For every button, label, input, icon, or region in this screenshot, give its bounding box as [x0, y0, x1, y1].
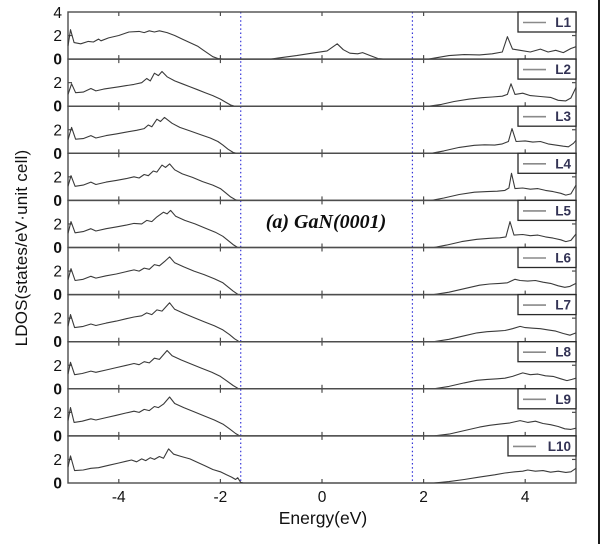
y-tick-label: 0 — [53, 428, 62, 445]
y-tick-label: 2 — [53, 264, 62, 281]
y-tick-label: 0 — [53, 334, 62, 351]
legend-label-L3: L3 — [555, 109, 571, 124]
x-tick-label: 0 — [318, 489, 327, 506]
y-tick-label: 2 — [53, 405, 62, 422]
y-tick-label: 2 — [53, 169, 62, 186]
legend-label-L5: L5 — [555, 203, 571, 218]
y-tick-label: 2 — [53, 216, 62, 233]
y-tick-label: 0 — [53, 146, 62, 163]
ldos-curve-L3 — [67, 116, 577, 154]
y-tick-label: 2 — [53, 75, 62, 92]
x-tick-label: -4 — [112, 489, 126, 506]
y-tick-label: 0 — [53, 193, 62, 210]
legend-box-L3 — [517, 105, 577, 127]
ldos-curve-L6 — [67, 256, 577, 296]
panel-frame-L8 — [67, 341, 577, 390]
legend-box-L6 — [517, 246, 577, 269]
legend-label-L1: L1 — [555, 15, 571, 30]
panel-frame-L4 — [67, 152, 577, 202]
x-tick-label: 2 — [419, 489, 428, 506]
legend-box-L9 — [517, 388, 577, 410]
page-right-border — [598, 0, 600, 544]
y-axis-label: LDOS(states/eV·unit cell) — [12, 149, 31, 347]
y-tick-label: 2 — [53, 311, 62, 328]
y-tick-label: 0 — [53, 476, 62, 493]
y-tick-label: 0 — [53, 381, 62, 398]
panel-frame-L9 — [67, 388, 577, 437]
ldos-curve-L2 — [67, 70, 577, 107]
y-tick-label: 2 — [53, 452, 62, 469]
y-tick-label: 2 — [53, 122, 62, 139]
ldos-curve-L9 — [67, 396, 577, 437]
x-axis-label: Energy(eV) — [278, 508, 368, 528]
ldos-curve-L5 — [67, 209, 577, 249]
legend-label-L8: L8 — [555, 345, 571, 360]
panel-frame-L7 — [67, 293, 577, 343]
ldos-curve-L1 — [67, 29, 577, 60]
legend-box-L10 — [507, 435, 577, 457]
legend-box-L2 — [517, 58, 577, 80]
y-tick-label: 2 — [53, 28, 62, 45]
ldos-curve-L7 — [67, 302, 577, 343]
legend-label-L6: L6 — [555, 251, 571, 266]
panel-frame-L3 — [67, 105, 577, 154]
y-tick-label: 0 — [53, 52, 62, 69]
legend-box-L8 — [517, 341, 577, 363]
legend-label-L2: L2 — [555, 62, 571, 77]
ldos-curve-L4 — [67, 163, 577, 201]
legend-label-L7: L7 — [555, 298, 571, 313]
legend-box-L1 — [517, 11, 577, 33]
x-tick-label: -2 — [214, 489, 228, 506]
panel-annotation: (a) GaN(0001) — [265, 211, 387, 233]
y-tick-label: 4 — [53, 5, 62, 22]
y-tick-label: 0 — [53, 99, 62, 116]
x-tick-label: 4 — [521, 489, 530, 506]
legend-box-L4 — [517, 152, 577, 174]
ldos-curve-L8 — [67, 349, 577, 390]
y-tick-label: 0 — [53, 287, 62, 304]
y-tick-label: 2 — [53, 358, 62, 375]
legend-label-L9: L9 — [555, 392, 571, 407]
legend-label-L4: L4 — [555, 156, 571, 171]
y-tick-label: 0 — [53, 240, 62, 257]
panel-frame-L2 — [67, 58, 577, 107]
panel-frame-L6 — [67, 246, 577, 296]
legend-box-L5 — [517, 199, 577, 222]
legend-box-L7 — [517, 293, 577, 316]
ldos-curve-L10 — [67, 448, 577, 484]
legend-label-L10: L10 — [548, 439, 571, 454]
